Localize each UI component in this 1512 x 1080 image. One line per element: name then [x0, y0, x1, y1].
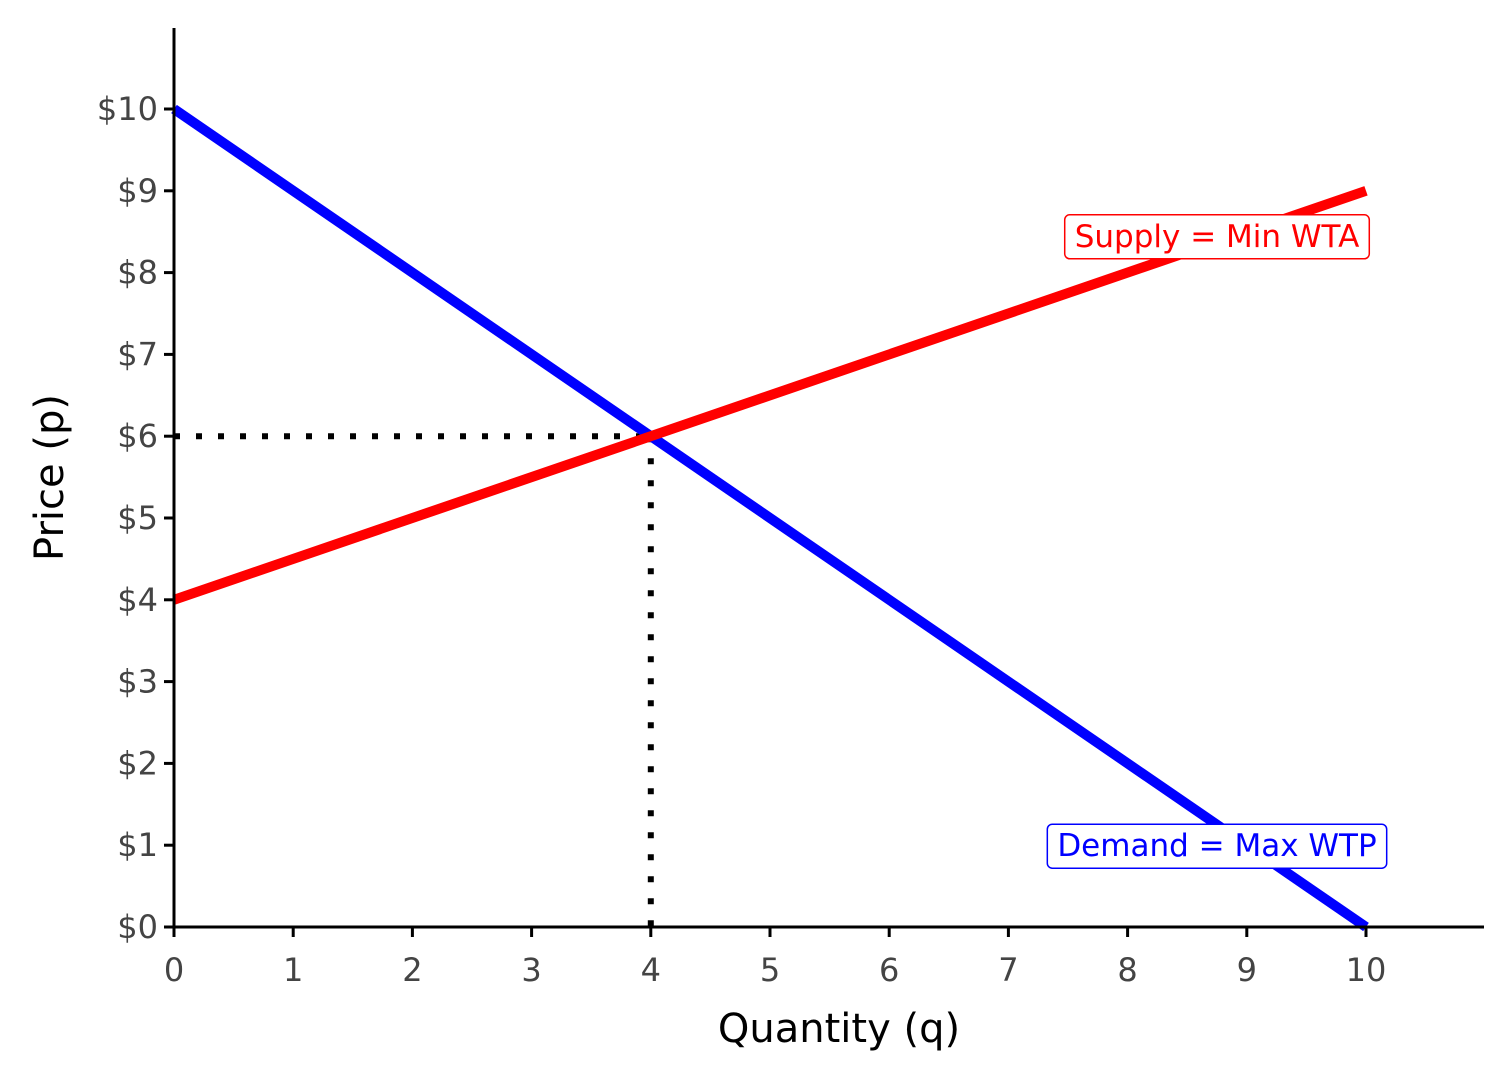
x-tick-label: 0	[164, 951, 184, 989]
x-tick-label: 2	[402, 951, 422, 989]
equilibrium-guides	[174, 433, 654, 927]
demand-label-box	[1046, 823, 1388, 869]
x-tick-label: 8	[1117, 951, 1137, 989]
x-tick-label: 4	[641, 951, 661, 989]
demand-label: Demand = Max WTP	[1046, 823, 1388, 869]
y-tick-label: $3	[117, 663, 158, 701]
supply-label-text: Supply = Min WTA	[1075, 219, 1360, 255]
supply-label-box	[1063, 214, 1371, 260]
axes	[172, 28, 1484, 929]
x-tick-label: 10	[1346, 951, 1387, 989]
supply-label: Supply = Min WTA	[1063, 214, 1371, 260]
demand-label-text: Demand = Max WTP	[1057, 828, 1376, 864]
x-tick-label: 1	[283, 951, 303, 989]
x-axis-ticks: 0 1 2 3 4 5 6 7 8 9 10	[164, 927, 1387, 989]
y-tick-label: $2	[117, 744, 158, 782]
y-tick-label: $0	[117, 908, 158, 946]
y-axis-title: Price (p)	[27, 394, 73, 561]
y-tick-label: $7	[117, 335, 158, 373]
y-tick-label: $6	[117, 417, 158, 455]
y-tick-label: $10	[97, 90, 158, 128]
y-tick-label: $8	[117, 254, 158, 292]
x-axis-title: Quantity (q)	[718, 1006, 960, 1052]
y-tick-label: $1	[117, 826, 158, 864]
x-tick-label: 5	[760, 951, 780, 989]
x-tick-label: 7	[998, 951, 1018, 989]
y-tick-label: $9	[117, 172, 158, 210]
demand-line	[171, 104, 1369, 932]
series-labels: Demand = Max WTP Supply = Min WTA	[1046, 214, 1388, 869]
y-tick-label: $4	[117, 581, 158, 619]
y-axis-ticks: $0 $1 $2 $3 $4 $5 $6 $7 $8 $9 $10	[97, 90, 174, 946]
x-tick-label: 9	[1237, 951, 1257, 989]
x-tick-label: 3	[521, 951, 541, 989]
y-tick-label: $5	[117, 499, 158, 537]
x-tick-label: 6	[879, 951, 899, 989]
